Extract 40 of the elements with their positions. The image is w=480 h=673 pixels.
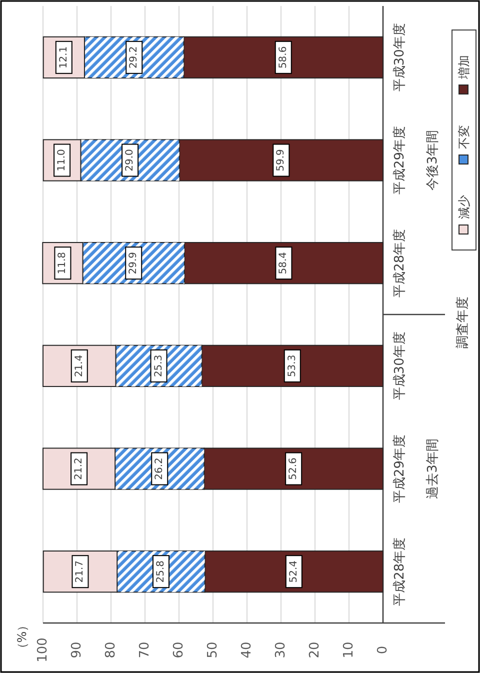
x-tick-label: 70 <box>138 642 152 658</box>
x-tick-label: 10 <box>342 642 356 658</box>
y-tick-label: 平成29年度 <box>392 434 408 504</box>
x-tick-label: 90 <box>70 642 84 658</box>
y-axis-title: 調査年度 <box>454 296 470 348</box>
data-label: 12.1 <box>58 46 70 69</box>
x-tick-label: 60 <box>172 642 186 658</box>
data-label: 58.6 <box>278 46 289 69</box>
y-tick-label: 平成28年度 <box>392 537 408 606</box>
data-label: 29.0 <box>124 149 136 172</box>
y-tick-label: 平成29年度 <box>392 126 408 195</box>
y-tick-label: 平成28年度 <box>392 228 408 298</box>
x-tick-label: 40 <box>240 642 254 658</box>
x-tick-label: 50 <box>206 642 220 658</box>
x-tick-label: 20 <box>308 642 322 658</box>
data-label: 59.9 <box>276 149 287 172</box>
data-label: 11.8 <box>57 252 68 274</box>
y-tick-label: 平成30年度 <box>392 23 408 92</box>
data-label: 25.3 <box>153 354 164 378</box>
x-tick-label: 100 <box>36 638 50 662</box>
x-tick-label: 80 <box>104 642 118 658</box>
data-label: 29.2 <box>128 46 140 69</box>
text: 過去3年間 <box>426 438 440 499</box>
data-label: 52.4 <box>288 560 300 583</box>
data-label: 11.0 <box>56 149 68 172</box>
data-label: 53.3 <box>286 354 298 378</box>
data-label: 29.9 <box>128 252 140 274</box>
data-label: 21.2 <box>74 458 85 480</box>
y-tick-label: 平成30年度 <box>392 332 408 400</box>
data-label: 58.4 <box>278 252 290 274</box>
data-label: 21.7 <box>74 560 86 583</box>
x-tick-label: 30 <box>274 642 288 658</box>
data-label: 25.8 <box>155 560 166 583</box>
text: （%） <box>15 619 29 655</box>
legend: 減少 不変 増加 <box>452 30 476 250</box>
data-label: 26.2 <box>154 458 166 480</box>
text: 今後3年間 <box>426 130 440 190</box>
data-label: 21.4 <box>74 354 85 378</box>
x-tick-label: 0 <box>376 646 390 654</box>
data-label: 52.6 <box>288 458 300 480</box>
